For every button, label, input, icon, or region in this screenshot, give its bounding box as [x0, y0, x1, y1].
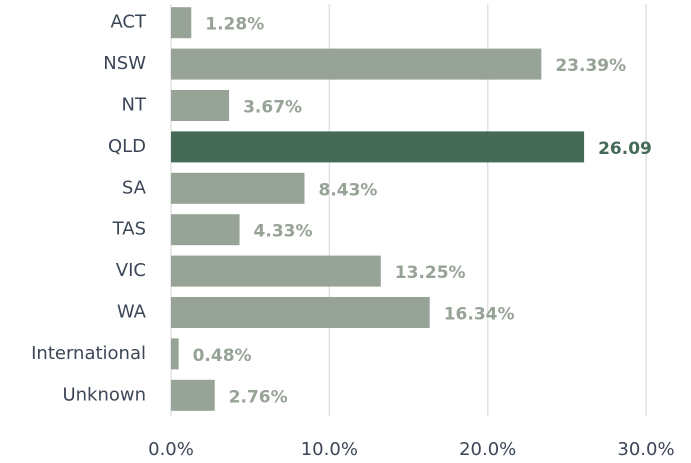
x-tick-label: 20.0%: [459, 439, 516, 460]
bar: [171, 255, 381, 287]
value-label: 26.09: [598, 139, 652, 159]
bar: [171, 7, 192, 39]
category-label: International: [31, 343, 146, 364]
category-label: NT: [122, 95, 147, 116]
bar: [171, 172, 305, 204]
value-label: 2.76%: [229, 387, 288, 407]
x-tick-label: 30.0%: [617, 439, 674, 460]
bar: [171, 297, 430, 328]
x-tick-label: 0.0%: [148, 439, 194, 460]
value-label: 4.33%: [254, 222, 313, 242]
category-label: ACT: [110, 12, 147, 33]
value-label: 23.39%: [555, 56, 626, 76]
category-label: Unknown: [62, 384, 146, 405]
bar: [171, 214, 240, 246]
value-label: 0.48%: [193, 346, 252, 366]
bar: [171, 338, 179, 370]
category-label: TAS: [112, 219, 146, 240]
category-label: QLD: [108, 136, 146, 157]
category-label: NSW: [103, 53, 146, 74]
bar: [171, 90, 230, 121]
category-label: VIC: [116, 260, 146, 281]
bar: [171, 131, 585, 163]
bar: [171, 379, 215, 411]
value-label: 13.25%: [395, 263, 466, 283]
value-label: 8.43%: [318, 180, 377, 200]
value-label: 3.67%: [243, 98, 302, 118]
value-label: 1.28%: [205, 15, 264, 35]
x-tick-label: 10.0%: [301, 439, 358, 460]
category-label: SA: [122, 177, 147, 198]
value-label: 16.34%: [444, 305, 515, 325]
category-label: WA: [117, 302, 147, 323]
bar: [171, 48, 542, 80]
